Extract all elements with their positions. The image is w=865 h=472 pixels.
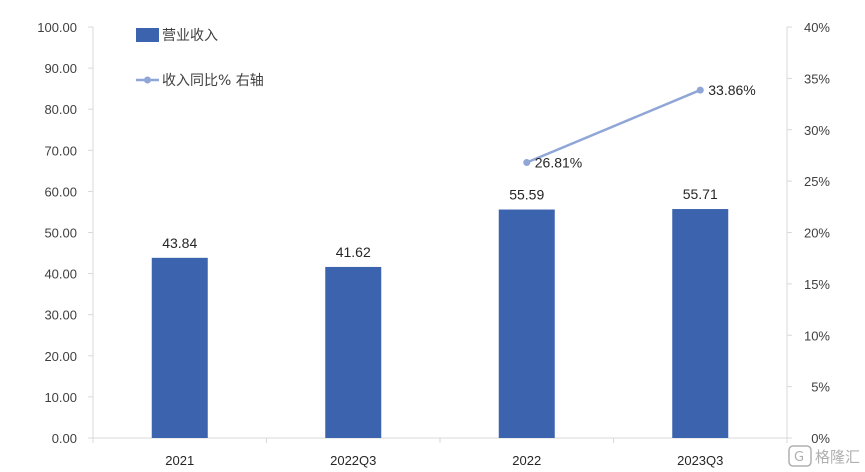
bar	[325, 266, 382, 438]
bar-data-label: 55.59	[509, 187, 544, 203]
left-tick-label: 50.00	[44, 226, 77, 241]
bar	[498, 209, 555, 438]
right-tick-label: 35%	[804, 71, 830, 86]
left-tick-label: 60.00	[44, 184, 77, 199]
x-tick-label: 2023Q3	[677, 453, 723, 468]
watermark-glyph: G	[794, 450, 804, 465]
bar-series	[151, 209, 729, 438]
legend-bar-swatch	[136, 28, 159, 42]
data-labels: 43.84 41.62 55.59 55.71 26.81% 33.86%	[162, 82, 756, 260]
x-tick-label: 2022Q3	[330, 453, 376, 468]
right-tick-label: 25%	[804, 174, 830, 189]
right-tick-label: 10%	[804, 328, 830, 343]
line-data-label: 33.86%	[708, 82, 755, 98]
watermark-text: 格隆汇	[815, 448, 860, 466]
watermark-icon	[788, 445, 812, 467]
line-series	[523, 86, 704, 167]
legend: 营业收入 收入同比% 右轴	[136, 28, 264, 89]
right-tick-label: 30%	[804, 123, 830, 138]
right-tick-label: 15%	[804, 277, 830, 292]
left-tick-label: 10.00	[44, 390, 77, 405]
bar-data-label: 55.71	[683, 186, 718, 202]
line-point	[523, 159, 531, 167]
axes: 0.00 10.00 20.00 30.00 40.00 50.00 60.00 70.00 8…	[37, 20, 830, 468]
left-tick-label: 30.00	[44, 308, 77, 323]
x-tick-label: 2021	[165, 453, 194, 468]
left-tick-label: 0.00	[52, 431, 77, 446]
left-tick-label: 80.00	[44, 102, 77, 117]
right-tick-label: 40%	[804, 20, 830, 35]
legend-line-label: 收入同比% 右轴	[162, 73, 264, 89]
left-tick-label: 70.00	[44, 143, 77, 158]
bar	[672, 209, 729, 438]
right-tick-label: 0%	[811, 431, 830, 446]
legend-bar-label: 营业收入	[162, 28, 218, 44]
left-tick-label: 90.00	[44, 61, 77, 76]
x-tick-label: 2022	[512, 453, 541, 468]
line-point	[696, 86, 704, 94]
line-data-label: 26.81%	[535, 155, 582, 171]
right-tick-label: 5%	[811, 380, 830, 395]
bar	[151, 257, 208, 438]
bar-data-label: 43.84	[162, 235, 197, 251]
left-tick-label: 40.00	[44, 267, 77, 282]
left-tick-label: 100.00	[37, 20, 77, 35]
line-path	[526, 88, 701, 164]
left-tick-label: 20.00	[44, 349, 77, 364]
bar-data-label: 41.62	[336, 244, 371, 260]
legend-line-marker	[144, 76, 151, 84]
watermark-logo: G 格隆汇	[788, 445, 860, 467]
right-tick-label: 20%	[804, 226, 830, 241]
